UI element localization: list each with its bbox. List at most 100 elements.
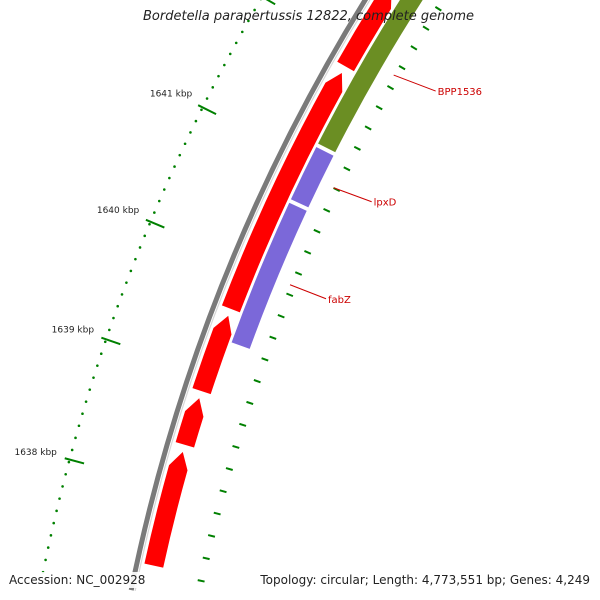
kbp-label: 1641 kbp	[150, 90, 193, 100]
inner-tick	[277, 314, 285, 319]
gene-label-fabz: fabZ	[328, 295, 351, 306]
gene-band-fabz	[230, 201, 308, 350]
gene-callout-line	[393, 74, 436, 92]
gene-callout-line	[289, 284, 327, 300]
minor-tick	[194, 119, 198, 123]
minor-tick	[240, 30, 244, 34]
inner-tick	[410, 45, 418, 51]
cds-arrow	[174, 396, 205, 449]
inner-tick	[219, 489, 227, 494]
minor-tick	[88, 388, 92, 391]
gene-label-lpxd: lpxD	[374, 198, 397, 209]
inner-tick	[375, 105, 383, 111]
minor-tick	[70, 448, 74, 452]
minor-tick	[253, 8, 256, 12]
inner-tick	[213, 511, 221, 516]
minor-tick	[189, 131, 192, 134]
minor-tick	[223, 63, 226, 67]
minor-tick	[129, 269, 133, 273]
kbp-tick-layer	[41, 0, 442, 583]
inner-tick	[343, 166, 351, 172]
minor-tick	[153, 211, 156, 214]
minor-tick	[58, 497, 61, 500]
minor-tick	[217, 74, 220, 78]
inner-tick	[202, 556, 210, 561]
minor-tick	[99, 352, 103, 356]
minor-tick	[103, 340, 107, 344]
inner-tick	[246, 400, 254, 406]
minor-tick	[178, 153, 182, 157]
minor-tick	[46, 546, 50, 549]
minor-tick	[234, 41, 238, 45]
minor-tick	[125, 281, 128, 284]
gene-band-lpxd	[289, 145, 335, 209]
minor-tick	[200, 108, 203, 112]
gene-label-layer: tsfpyrHfrruppScdsAdxrBPP1534BPP1535BPP15…	[289, 74, 482, 306]
minor-tick	[211, 86, 215, 89]
major-tick	[101, 336, 121, 346]
kbp-label: 1640 kbp	[97, 206, 140, 216]
inner-tick	[304, 250, 312, 255]
backbone-outer	[128, 0, 369, 591]
inner-tick	[232, 444, 240, 449]
minor-tick	[77, 424, 81, 428]
map-title: Bordetella parapertussis 12822, complete…	[143, 9, 474, 24]
minor-tick	[67, 460, 71, 464]
cds-layer	[143, 0, 393, 569]
minor-tick	[61, 485, 64, 488]
minor-tick	[205, 97, 209, 100]
minor-tick	[116, 304, 120, 308]
major-tick	[197, 104, 217, 115]
minor-tick	[84, 400, 88, 403]
accession-label: Accession: NC_002928	[7, 572, 148, 588]
minor-tick	[49, 534, 53, 537]
minor-tick	[228, 52, 232, 56]
inner-tick	[269, 335, 277, 340]
minor-tick	[55, 509, 58, 513]
minor-tick	[112, 316, 115, 320]
cds-arrow	[336, 0, 393, 73]
inner-tick	[323, 207, 331, 213]
cds-arrow	[220, 71, 344, 314]
major-tick	[145, 218, 165, 229]
minor-tick	[64, 472, 67, 476]
cds-arrow	[191, 314, 233, 396]
minor-tick	[162, 188, 166, 191]
minor-tick	[168, 176, 171, 180]
minor-tick	[52, 521, 56, 525]
inner-tick	[353, 145, 361, 151]
minor-tick	[120, 293, 124, 296]
major-tick	[64, 457, 85, 465]
major-tick	[265, 0, 276, 6]
minor-tick	[183, 142, 187, 146]
minor-tick	[44, 558, 47, 562]
minor-tick	[96, 364, 99, 367]
inner-tick	[364, 125, 372, 131]
gene-band-bpp1536	[317, 0, 424, 154]
inner-tick	[207, 534, 216, 538]
minor-tick	[157, 199, 161, 203]
inner-tick	[434, 6, 442, 12]
minor-tick	[74, 436, 77, 440]
inner-tick	[422, 25, 430, 31]
minor-tick	[143, 234, 147, 238]
inner-tick	[398, 65, 406, 71]
inner-tick	[261, 357, 269, 362]
inner-tick	[253, 379, 261, 384]
minor-tick	[247, 19, 250, 23]
kbp-label: 1639 kbp	[52, 326, 95, 336]
genome-summary: Topology: circular; Length: 4,773,551 bp…	[258, 572, 592, 588]
inner-tick	[286, 292, 294, 298]
inner-tick	[386, 84, 395, 91]
minor-tick	[138, 246, 142, 249]
backbone-highlight	[134, 0, 371, 592]
inner-tick	[197, 579, 205, 583]
inner-tick	[239, 422, 247, 427]
inner-tick	[294, 271, 303, 276]
minor-tick	[148, 222, 151, 226]
inner-tick	[225, 467, 233, 471]
minor-tick	[92, 376, 95, 379]
minor-tick	[173, 165, 176, 168]
